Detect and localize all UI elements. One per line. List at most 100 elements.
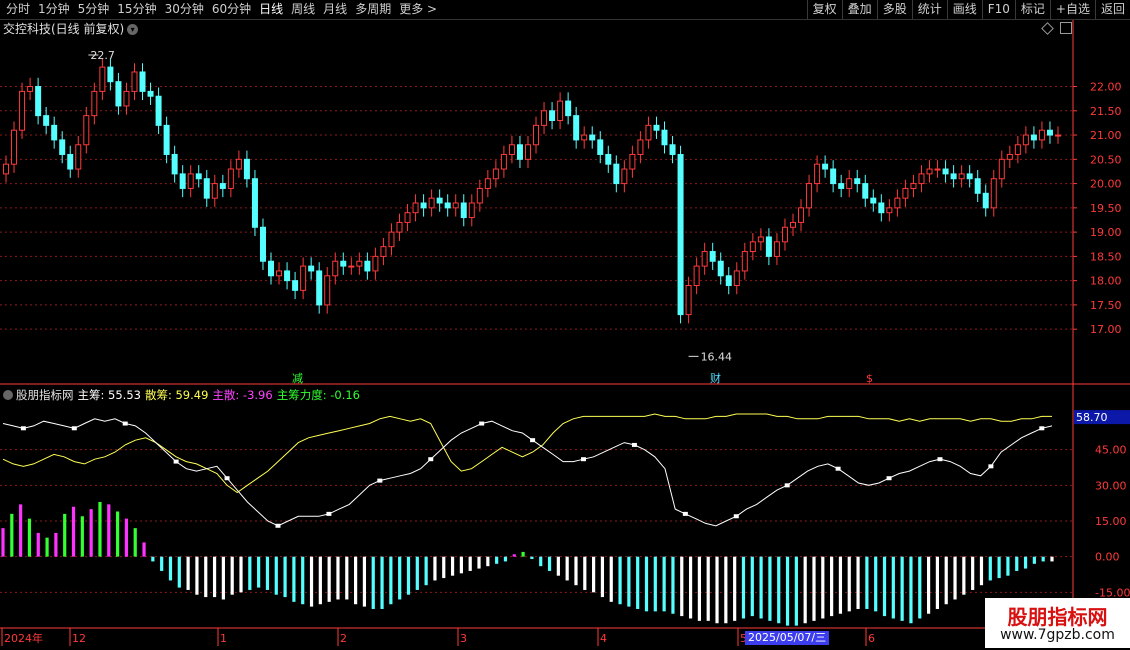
force-bar — [785, 556, 790, 626]
force-bar — [265, 556, 270, 590]
tab-period-9[interactable]: 多周期 — [355, 2, 392, 16]
candle-body — [733, 270, 740, 286]
tab-period-6[interactable]: 日线 — [259, 2, 284, 16]
candle-body — [645, 124, 652, 141]
force-bar — [318, 556, 322, 605]
candle-body — [452, 202, 459, 209]
time-tick-label: 6 — [868, 632, 875, 645]
candle-body — [814, 163, 821, 185]
action-button-6[interactable]: 标记 — [1014, 0, 1050, 19]
candle-body — [557, 100, 564, 121]
candle-body — [573, 115, 580, 141]
candle-body — [910, 183, 917, 189]
force-bar — [89, 509, 93, 557]
tab-period-2[interactable]: 5分钟 — [77, 2, 110, 16]
indicator-tick-label: 15.00 — [1095, 515, 1127, 528]
candle-body — [131, 71, 138, 92]
force-bar — [133, 528, 137, 557]
candle-body — [324, 275, 331, 306]
price-tick-label: 18.00 — [1090, 275, 1122, 288]
force-bar — [424, 556, 428, 586]
candle-body — [653, 124, 660, 131]
candle-body — [115, 81, 122, 107]
force-bar — [19, 504, 23, 557]
action-button-1[interactable]: 叠加 — [841, 0, 877, 19]
main-chip-line-marker — [71, 426, 77, 431]
candle-body — [749, 241, 756, 253]
action-button-4[interactable]: 画线 — [946, 0, 982, 19]
candle-body — [1030, 134, 1037, 141]
main-chip-line-marker — [377, 478, 383, 483]
candle-body — [500, 153, 507, 170]
action-button-0[interactable]: 复权 — [806, 0, 842, 19]
candle-body — [19, 90, 26, 131]
main-chip-line-marker — [682, 511, 688, 516]
force-bar — [309, 556, 314, 607]
tab-period-10[interactable]: 更多 > — [399, 2, 438, 16]
force-bar — [36, 532, 40, 557]
force-bar — [530, 556, 534, 560]
tab-period-0[interactable]: 分时 — [6, 2, 31, 16]
tab-period-8[interactable]: 月线 — [323, 2, 348, 16]
time-tick-label: 2024年 — [4, 631, 43, 645]
tab-period-3[interactable]: 15分钟 — [117, 2, 157, 16]
tab-period-7[interactable]: 周线 — [291, 2, 316, 16]
candle-body — [701, 251, 708, 267]
indicator-title[interactable]: 股朋指标网 主筹: 55.53 散筹: 59.49 主散: -3.96 主筹力度: -0… — [3, 387, 368, 403]
tab-period-4[interactable]: 30分钟 — [164, 2, 204, 16]
chevron-down-icon[interactable] — [3, 390, 13, 400]
force-bar — [442, 556, 446, 579]
low-label: 16.44 — [701, 350, 733, 363]
force-bar — [671, 556, 675, 614]
candle-body — [524, 144, 531, 160]
action-button-2[interactable]: 多股 — [876, 0, 912, 19]
candle-body — [781, 226, 788, 243]
tab-period-1[interactable]: 1分钟 — [38, 2, 70, 16]
candle-body — [966, 173, 973, 180]
candle-body — [798, 207, 805, 223]
chevron-down-icon[interactable]: ▾ — [127, 24, 139, 35]
force-bar — [371, 556, 375, 609]
force-bar — [27, 518, 32, 557]
action-button-7[interactable]: +自选 — [1049, 0, 1095, 19]
stock-title[interactable]: 交控科技(日线 前复权) ▾ — [3, 20, 139, 37]
price-tick-label: 22.00 — [1090, 81, 1122, 94]
force-bar — [142, 542, 146, 557]
candle-body — [428, 197, 435, 209]
candle-body — [717, 260, 724, 277]
time-tick-label: 12 — [72, 632, 86, 645]
candle-body — [773, 241, 780, 257]
force-bar — [292, 556, 296, 602]
tab-period-5[interactable]: 60分钟 — [211, 2, 252, 16]
action-button-8[interactable]: 返回 — [1094, 0, 1130, 19]
candle-body — [123, 90, 130, 107]
force-bar — [406, 556, 411, 595]
window-icon[interactable] — [1060, 22, 1072, 34]
candle-body — [1046, 129, 1053, 136]
candle-body — [300, 265, 307, 291]
force-bar — [556, 556, 560, 576]
force-bar — [345, 556, 349, 600]
action-button-3[interactable]: 统计 — [911, 0, 947, 19]
candle-body — [460, 202, 467, 219]
candle-body — [605, 153, 612, 165]
candle-body — [59, 139, 66, 155]
main-chip-line-marker — [530, 438, 536, 443]
force-bar — [838, 556, 843, 614]
candle-body — [830, 168, 837, 185]
price-tick-label: 21.50 — [1090, 105, 1122, 118]
force-bar — [777, 556, 781, 624]
candle-body — [661, 129, 668, 146]
force-bar — [486, 556, 490, 567]
candle-body — [870, 197, 877, 204]
force-bar — [115, 511, 120, 557]
time-tick-label: 3 — [460, 632, 467, 645]
candle-body — [404, 212, 411, 223]
indicator-tick-label: 30.00 — [1095, 479, 1127, 492]
candle-body — [508, 144, 515, 155]
indicator-tick-label: 45.00 — [1095, 444, 1127, 457]
action-button-5[interactable]: F10 — [981, 0, 1015, 19]
candle-body — [1055, 134, 1061, 137]
indicator-value-1: 散筹: 59.49 — [144, 388, 209, 402]
